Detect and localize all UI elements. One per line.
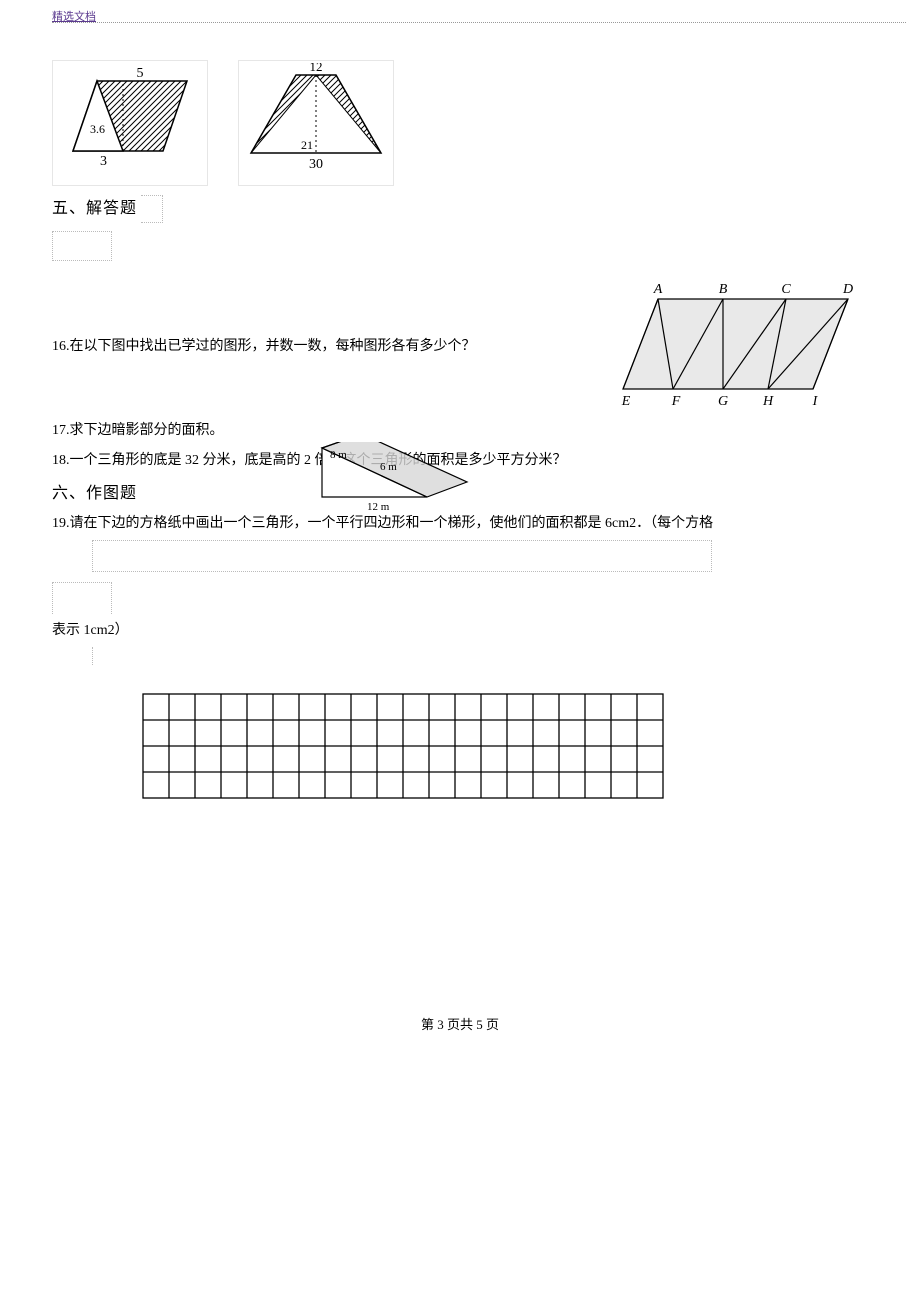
- q18-bottom-label: 12 m: [367, 501, 390, 512]
- question-19-text-a: 19.请在下边的方格纸中画出一个三角形，一个平行四边形和一个梯形，使他们的面积都…: [52, 511, 868, 536]
- q16-label-H: H: [762, 394, 774, 409]
- question-16-figure: A B C D E F G H I: [618, 279, 858, 414]
- header-rule: [52, 22, 906, 23]
- fig1-top-label: 5: [137, 66, 144, 81]
- fig2-mid-label: 21: [301, 138, 313, 152]
- fig1-bottom-label: 3: [100, 154, 107, 169]
- dotted-spacer-2: [92, 540, 712, 572]
- fig2-bottom-label: 30: [309, 157, 323, 172]
- page-content: 5 3.6 3 12 21: [52, 50, 868, 806]
- question-18-row: 18.一个三角形的底是 32 分米，底是高的 2 倍，这个三角形的面积是多少平方…: [52, 448, 868, 473]
- answer-grid-svg: [142, 693, 666, 801]
- q16-label-A: A: [653, 282, 663, 297]
- q18-left-label: 8 m: [330, 449, 347, 461]
- q16-label-G: G: [718, 394, 728, 409]
- q18-figure: 8 m 6 m 12 m: [312, 442, 472, 512]
- question-16-text: 16.在以下图中找出已学过的图形，并数一数，每种图形各有多少个？: [52, 334, 598, 359]
- dotted-spacer-4: [92, 647, 872, 665]
- q16-label-D: D: [842, 282, 853, 297]
- q18-mid-label: 6 m: [380, 461, 397, 473]
- q16-label-B: B: [719, 282, 728, 297]
- figure-15a-svg: 5 3.6 3: [55, 63, 205, 171]
- question-16-row: 16.在以下图中找出已学过的图形，并数一数，每种图形各有多少个？ A: [52, 279, 868, 414]
- dotted-spacer-1: [52, 231, 112, 261]
- question-17-text: 17.求下边暗影部分的面积。: [52, 418, 868, 443]
- q16-svg: A B C D E F G H I: [618, 279, 858, 409]
- figure-15a: 5 3.6 3: [52, 60, 208, 186]
- fig2-top-label: 12: [310, 63, 323, 74]
- figure-15b: 12 21 30: [238, 60, 394, 186]
- fig1-left-label: 3.6: [90, 122, 105, 136]
- section-5-heading-text: 五、解答题: [52, 200, 137, 217]
- figure-15b-svg: 12 21 30: [241, 63, 391, 178]
- q16-label-I: I: [812, 394, 819, 409]
- section-6-heading-text: 六、作图题: [52, 485, 137, 502]
- q16-label-C: C: [781, 282, 791, 297]
- dotted-spacer-3: [52, 582, 112, 614]
- top-figures-row: 5 3.6 3 12 21: [52, 60, 868, 186]
- q16-label-F: F: [671, 394, 681, 409]
- q16-label-E: E: [621, 394, 631, 409]
- page-footer: 第 3 页共 5 页: [0, 1014, 920, 1033]
- answer-grid: [142, 693, 868, 806]
- section-5-heading: 五、解答题: [52, 194, 868, 223]
- question-19-text-b: 表示 1cm2）: [52, 618, 868, 643]
